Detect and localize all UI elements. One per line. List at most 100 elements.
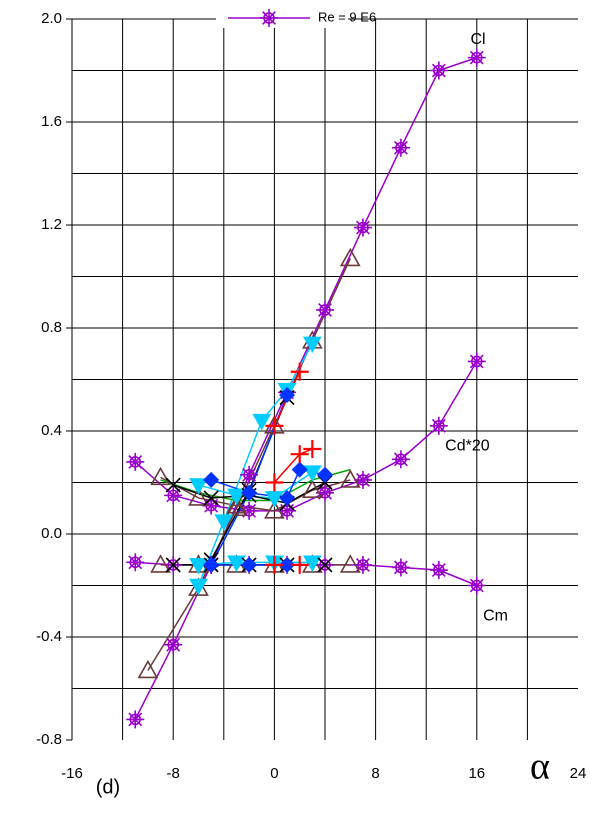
marker [467, 48, 486, 67]
marker-part [203, 471, 220, 488]
series-line [160, 468, 351, 502]
marker-part [189, 578, 208, 596]
marker-part [241, 484, 258, 501]
marker-part [393, 140, 408, 155]
marker-part [393, 452, 408, 467]
y-tick-label: -0.4 [36, 628, 62, 645]
marker-part [137, 659, 159, 679]
marker-part [165, 557, 181, 573]
marker-part [128, 454, 143, 469]
marker [290, 445, 309, 464]
marker-part [165, 477, 181, 493]
x-tick-label: -16 [61, 765, 83, 782]
marker [317, 466, 333, 483]
marker-part [265, 416, 284, 435]
marker [126, 452, 145, 471]
marker [227, 488, 246, 505]
marker [429, 416, 448, 435]
marker [226, 495, 247, 514]
marker-part [227, 488, 246, 505]
marker [189, 478, 208, 495]
marker [279, 489, 296, 506]
annotation: Cd*20 [445, 438, 490, 455]
marker [137, 659, 159, 679]
marker [353, 470, 372, 489]
marker [189, 558, 208, 575]
marker [150, 466, 171, 486]
marker-part [393, 560, 408, 575]
marker [265, 555, 284, 574]
marker [265, 416, 284, 435]
marker-part [291, 461, 308, 478]
y-tick-label: 2.0 [41, 10, 62, 27]
marker-part [227, 555, 246, 572]
marker-part [301, 479, 323, 499]
y-tick-label: 1.2 [41, 216, 62, 233]
marker-part [303, 440, 322, 459]
marker-part [469, 578, 484, 593]
marker-part [431, 63, 446, 78]
marker [317, 557, 333, 573]
marker [302, 465, 322, 482]
marker [339, 554, 361, 573]
y-tick-label: 0.4 [41, 422, 62, 439]
marker-part [469, 50, 484, 65]
marker [241, 556, 258, 573]
annotation: Cm [483, 608, 508, 625]
marker-part [339, 247, 361, 267]
marker-part [242, 467, 257, 482]
marker-part [150, 466, 171, 486]
marker-part [356, 557, 370, 572]
marker-part [431, 563, 446, 577]
marker-part [264, 500, 285, 519]
marker-part [166, 488, 181, 503]
marker [391, 450, 410, 469]
marker [165, 557, 181, 573]
marker-part [128, 555, 143, 570]
legend-label: Re = 9 E6 [318, 9, 376, 24]
marker-part [203, 556, 220, 573]
marker-part [317, 557, 333, 573]
marker [353, 218, 372, 237]
marker-part [226, 495, 247, 514]
marker-part [290, 555, 309, 574]
x-tick-label: 16 [468, 765, 485, 782]
marker-part [339, 554, 361, 573]
marker [165, 477, 181, 493]
marker-part [252, 413, 272, 431]
marker [252, 413, 272, 431]
marker [316, 300, 334, 319]
y-tick-label: 0.0 [41, 525, 62, 542]
marker [429, 61, 448, 80]
annotation: Cl [470, 31, 485, 48]
marker-part [265, 473, 284, 492]
marker [291, 461, 308, 478]
series-line [134, 56, 478, 720]
marker [227, 555, 246, 572]
marker [150, 554, 171, 573]
marker-part [469, 354, 484, 369]
marker-part [356, 472, 370, 487]
series-line [147, 258, 351, 671]
marker [240, 465, 259, 484]
marker [203, 490, 219, 506]
marker-part [166, 637, 181, 652]
marker-part [265, 555, 284, 574]
marker [429, 561, 448, 580]
marker [265, 473, 284, 492]
marker [279, 386, 296, 403]
marker [391, 558, 410, 577]
marker-part [189, 478, 208, 495]
marker [339, 469, 361, 488]
marker-part [290, 362, 309, 381]
marker-part [214, 514, 234, 531]
marker-part [317, 466, 333, 483]
marker [214, 514, 234, 531]
marker-part [431, 418, 446, 433]
marker [264, 500, 285, 519]
marker-part [339, 469, 361, 488]
y-tick-label: 0.8 [41, 319, 62, 336]
marker [189, 578, 208, 596]
marker [391, 138, 410, 157]
